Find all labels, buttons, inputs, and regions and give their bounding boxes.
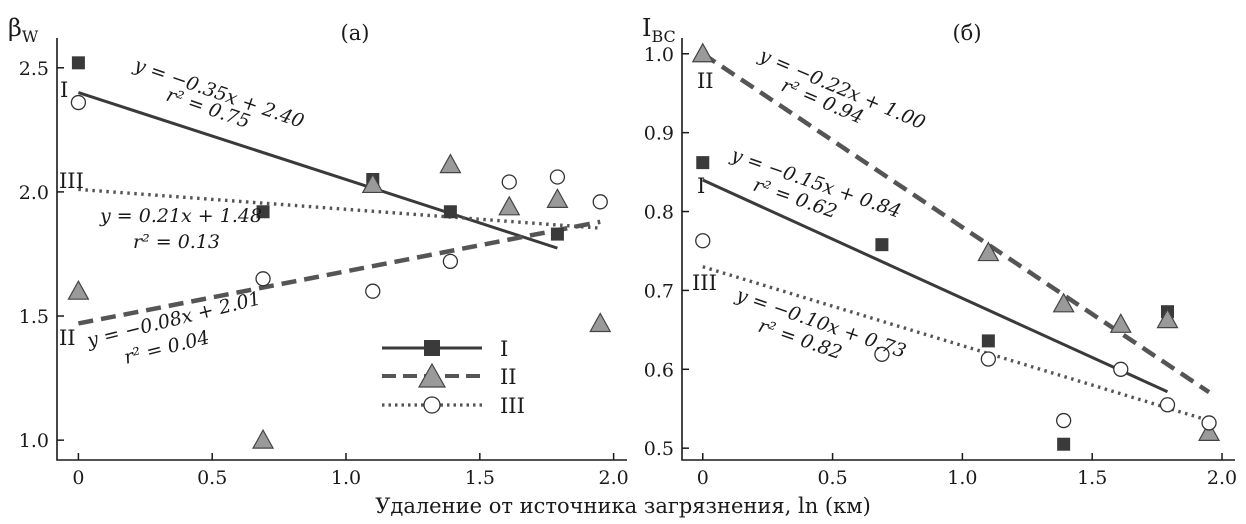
panel-a-ylabel: βW: [8, 14, 39, 46]
data-point-I: [696, 156, 710, 170]
x-axis-label: Удаление от источника загрязнения, ln (к…: [375, 494, 871, 518]
trend-line-I: [702, 178, 1169, 394]
data-point-II: [252, 428, 275, 449]
legend-label-II: II: [500, 365, 517, 389]
x-tick-label: 0: [697, 467, 709, 489]
data-point-II: [546, 188, 569, 208]
y-tick-label: 0.6: [644, 359, 674, 381]
x-tick-label: 1.5: [465, 467, 495, 489]
panel-b: 0 0.5 1.0 1.5 2.00.50.60.70.80.91.0y = −0.15…: [642, 14, 1237, 489]
data-point-III: [592, 194, 608, 210]
series-tag-III: III: [692, 271, 717, 295]
data-point-I: [550, 227, 564, 241]
legend: I II III: [382, 337, 525, 418]
data-point-I: [875, 238, 889, 252]
equation-III: y = 0.21x + 1.48: [99, 205, 262, 227]
x-tick-label: 2.0: [1207, 467, 1237, 489]
panel-b-ylabel: IBC: [642, 14, 676, 46]
data-point-III: [365, 283, 381, 299]
series-tag-I: I: [60, 78, 68, 102]
trend-line-II: [701, 51, 1211, 395]
legend-label-III: III: [500, 394, 525, 418]
series-tag-II: II: [697, 69, 714, 93]
data-point-I: [443, 205, 457, 219]
data-point-I: [981, 334, 995, 348]
series-tag-I: I: [697, 174, 705, 198]
data-point-III: [695, 233, 711, 249]
trend-line-II: [77, 219, 601, 326]
panel-a-plot-area: 0 0.5 1.0 1.5 2.01.01.52.02.5 y = −0.35x + 2.…: [19, 54, 629, 489]
y-tick-label: 1.5: [19, 306, 49, 328]
data-point-II: [1109, 313, 1132, 333]
y-tick-label: 1.0: [644, 44, 674, 66]
y-tick-label: 0.5: [644, 438, 674, 460]
data-point-II: [691, 42, 714, 63]
data-point-II: [67, 279, 90, 300]
series-tag-III: III: [59, 169, 84, 193]
legend-marker-I: [424, 340, 440, 356]
y-tick-label: 2.5: [19, 58, 49, 80]
panel-a-label: (а): [341, 21, 370, 45]
data-point-II: [1052, 292, 1075, 313]
y-tick-label: 0.8: [644, 202, 674, 224]
data-point-II: [1198, 421, 1221, 441]
panel-b-plot-area: 0 0.5 1.0 1.5 2.00.50.60.70.80.91.0y = −0.15…: [644, 42, 1237, 489]
legend-marker-II: [417, 362, 447, 388]
data-point-III: [1055, 412, 1072, 429]
r-squared-III: r² = 0.13: [133, 231, 220, 253]
x-tick-label: 1.0: [331, 467, 361, 489]
data-point-II: [1156, 308, 1179, 329]
data-point-III: [1201, 415, 1217, 431]
x-tick-label: 1.5: [1077, 467, 1107, 489]
data-point-III: [70, 94, 87, 111]
data-point-III: [501, 174, 517, 190]
y-tick-label: 1.0: [19, 430, 49, 452]
panel-b-label: (б): [952, 21, 981, 45]
y-tick-label: 0.9: [644, 123, 674, 145]
data-point-I: [256, 205, 270, 219]
data-point-II: [589, 312, 612, 333]
series-tag-II: II: [59, 326, 76, 350]
data-point-III: [549, 169, 566, 185]
data-point-III: [1159, 397, 1176, 413]
data-point-III: [980, 351, 997, 367]
y-tick-label: 0.7: [644, 280, 674, 302]
legend-marker-III: [423, 396, 441, 414]
x-tick-label: 0.5: [197, 467, 227, 489]
data-point-II: [977, 241, 1000, 262]
panel-a: 0 0.5 1.0 1.5 2.01.01.52.02.5 y = −0.35x + 2.…: [8, 14, 629, 489]
data-point-III: [442, 253, 459, 270]
panel-b-axes: [681, 38, 1235, 461]
data-point-III: [255, 271, 271, 287]
trend-line-III: [78, 187, 601, 230]
x-tick-label: 0: [72, 467, 84, 489]
x-tick-label: 2.0: [599, 467, 629, 489]
data-point-II: [498, 195, 521, 216]
data-point-I: [71, 56, 85, 70]
trend-line-I: [77, 91, 558, 250]
legend-label-I: I: [500, 337, 508, 361]
data-point-II: [361, 173, 384, 194]
panel-a-axes: [56, 38, 627, 461]
data-point-III: [874, 346, 890, 362]
data-point-II: [439, 153, 462, 174]
y-tick-label: 2.0: [19, 182, 49, 204]
data-point-III: [1113, 361, 1129, 377]
data-point-I: [1057, 437, 1071, 451]
x-tick-label: 1.0: [947, 467, 977, 489]
x-tick-label: 0.5: [817, 467, 847, 489]
